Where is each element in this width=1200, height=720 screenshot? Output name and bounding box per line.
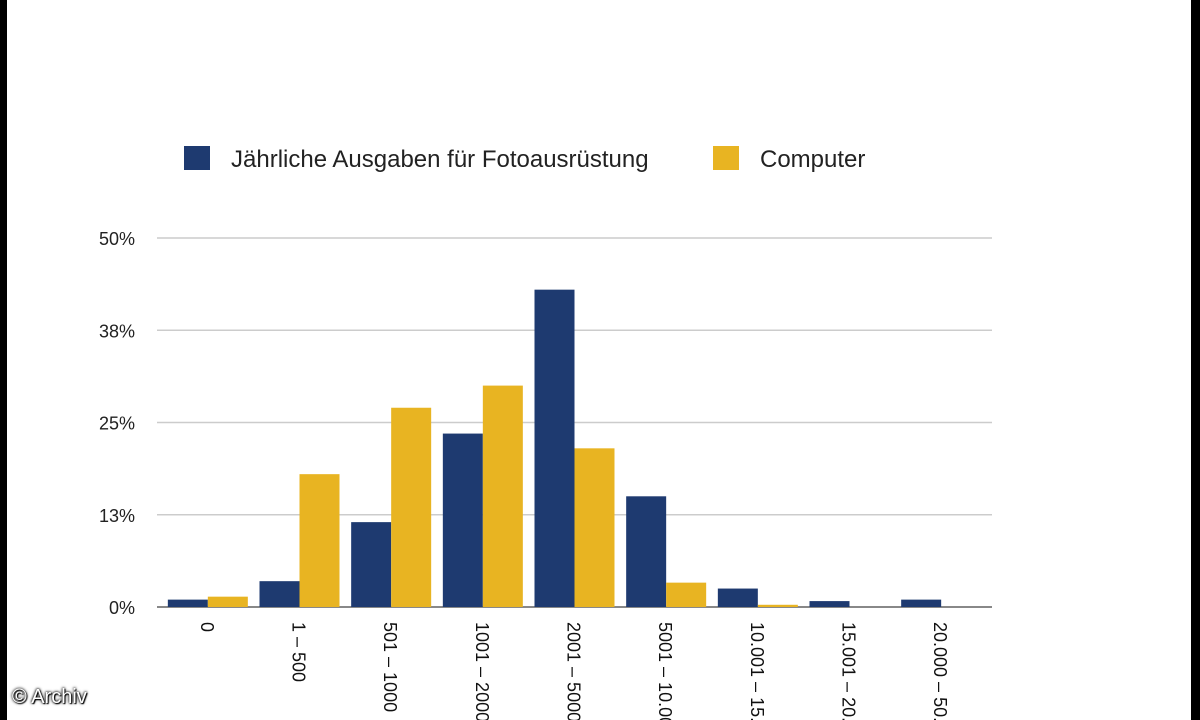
y-tick-label: 25% <box>99 414 135 434</box>
bar-series2-cat1 <box>207 596 248 607</box>
bar-series1-cat1 <box>167 599 208 607</box>
legend: Jährliche Ausgaben für Fotoausrüstung Com… <box>184 146 865 173</box>
bar-series1-cat2 <box>259 581 300 607</box>
x-tick-label: 15.001 – 20.000 <box>839 622 859 720</box>
y-tick-label: 0% <box>109 598 135 618</box>
bar-series1-cat5 <box>534 289 575 607</box>
x-tick-label: 501 – 1000 <box>380 622 400 712</box>
y-tick-label: 13% <box>99 506 135 526</box>
bar-series1-cat9 <box>901 599 942 607</box>
bar-series2-cat7 <box>757 604 798 607</box>
x-tick-label: 5001 – 10.000 <box>655 622 675 720</box>
legend-swatch-2 <box>713 146 739 170</box>
bar-series2-cat4 <box>482 385 523 607</box>
bar-series1-cat3 <box>351 522 392 607</box>
bar-series1-cat4 <box>442 433 483 607</box>
bar-series1-cat8 <box>809 601 850 607</box>
bar-series1-cat6 <box>626 496 667 607</box>
x-tick-label: 1 – 500 <box>289 622 309 682</box>
bar-series2-cat2 <box>299 474 340 607</box>
bar-series2-cat5 <box>574 448 615 607</box>
bar-series1-cat7 <box>717 588 758 607</box>
legend-label-1: Jährliche Ausgaben für Fotoausrüstung <box>231 146 649 173</box>
y-axis: 0% 13% 25% 38% 50% <box>99 229 135 618</box>
legend-swatch-1 <box>184 146 210 170</box>
bar-series2-cat6 <box>666 582 707 607</box>
bar-chart: Jährliche Ausgaben für Fotoausrüstung Com… <box>99 146 992 720</box>
chart-frame: Jährliche Ausgaben für Fotoausrüstung Com… <box>7 0 1191 720</box>
x-tick-label: 2001 – 5000 <box>564 622 584 720</box>
legend-label-2: Computer <box>760 146 865 173</box>
x-tick-label: 20.000 – 50.000 <box>930 622 950 720</box>
x-tick-label: 10.001 – 15.000 <box>747 622 767 720</box>
x-axis: 0 1 – 500 501 – 1000 1001 – 2000 2001 – 5000… <box>197 622 950 720</box>
bars <box>167 289 942 607</box>
x-tick-label: 0 <box>197 622 217 632</box>
y-tick-label: 38% <box>99 321 135 341</box>
bar-series2-cat3 <box>391 407 432 607</box>
credit-label: © Archiv <box>12 686 87 708</box>
y-tick-label: 50% <box>99 229 135 249</box>
x-tick-label: 1001 – 2000 <box>472 622 492 720</box>
